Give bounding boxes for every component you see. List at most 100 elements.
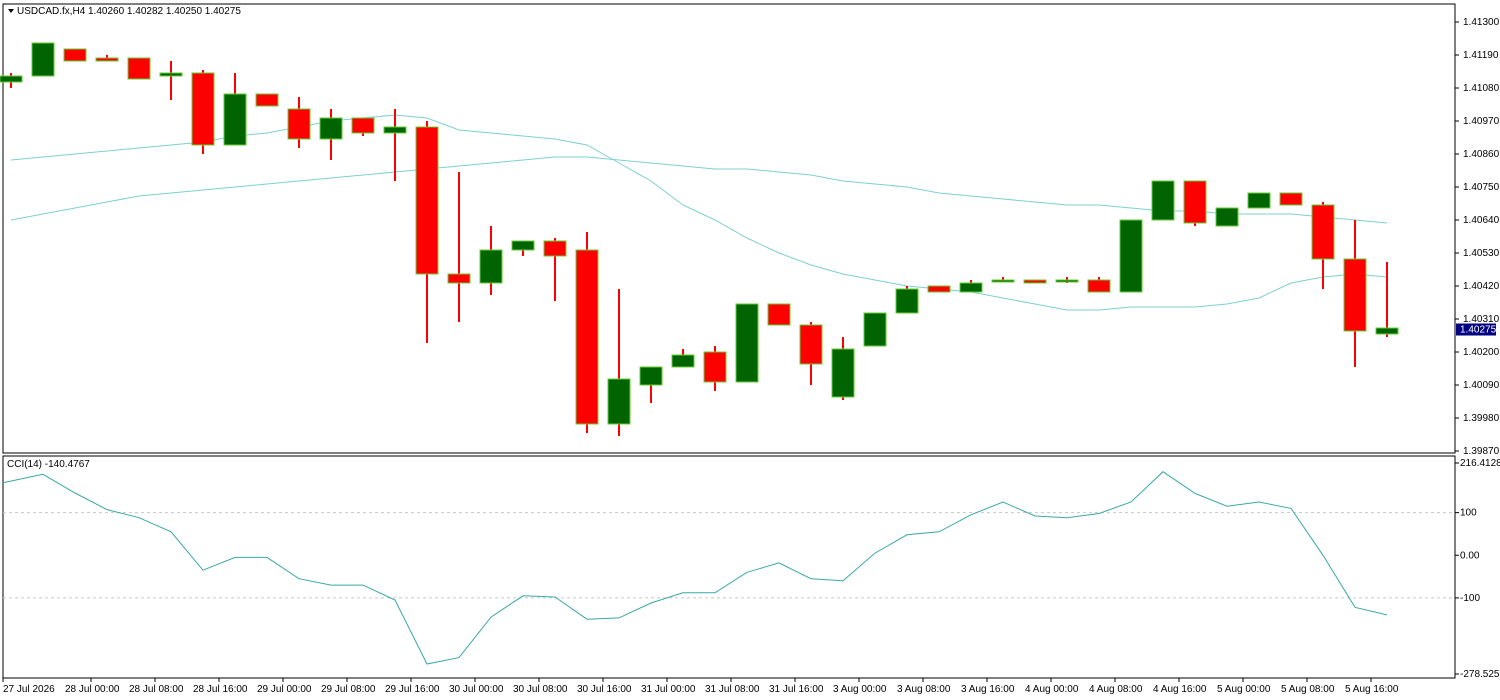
candle-body — [575, 249, 599, 425]
candle — [1311, 202, 1335, 289]
time-tick-label: 4 Aug 00:00 — [1025, 684, 1079, 695]
time-tick-label: 5 Aug 00:00 — [1217, 684, 1271, 695]
candle-body — [127, 57, 151, 80]
time-tick-label: 27 Jul 2026 — [3, 684, 55, 695]
candle-body — [831, 348, 855, 398]
price-tick-label: 1.40750 — [1463, 182, 1500, 193]
candle-body — [735, 303, 759, 383]
candle — [735, 303, 759, 383]
candle — [863, 312, 887, 347]
cci-pane[interactable]: CCI(14) -140.4767 — [2, 455, 1456, 679]
candle — [191, 70, 215, 154]
time-tick-label: 31 Jul 16:00 — [769, 684, 824, 695]
time-tick-label: 31 Jul 00:00 — [641, 684, 696, 695]
time-tick-label: 29 Jul 00:00 — [257, 684, 312, 695]
candle-body — [63, 48, 87, 62]
candle-body — [543, 240, 567, 257]
candle-body — [191, 72, 215, 146]
candle — [767, 303, 791, 326]
candle-body — [1183, 180, 1207, 224]
price-pane[interactable]: USDCAD.fx,H4 1.40260 1.40282 1.40250 1.4… — [0, 3, 1456, 454]
candle — [319, 109, 343, 160]
candle — [159, 61, 183, 100]
ohlc-label: 1.40260 1.40282 1.40250 1.40275 — [88, 6, 241, 17]
cci-tick-label: 216.4128 — [1460, 458, 1500, 469]
candle — [479, 226, 503, 295]
candle — [223, 73, 247, 146]
candle — [31, 42, 55, 77]
candle — [1119, 219, 1143, 293]
price-tick-label: 1.40200 — [1463, 347, 1500, 358]
collapse-triangle-icon[interactable] — [8, 9, 14, 13]
candle — [255, 93, 279, 107]
time-tick-label: 30 Jul 16:00 — [577, 684, 632, 695]
candle-body — [159, 72, 183, 77]
candle — [575, 232, 599, 433]
candle — [799, 322, 823, 385]
time-tick-label: 3 Aug 16:00 — [961, 684, 1015, 695]
candle-body — [1311, 204, 1335, 260]
candle — [991, 277, 1015, 283]
candle — [95, 55, 119, 62]
time-tick-label: 4 Aug 08:00 — [1089, 684, 1143, 695]
time-tick-label: 5 Aug 08:00 — [1281, 684, 1335, 695]
time-tick-label: 28 Jul 08:00 — [129, 684, 184, 695]
candle — [959, 280, 983, 293]
candle-body — [991, 279, 1015, 283]
time-tick-label: 4 Aug 16:00 — [1153, 684, 1207, 695]
price-axis: 1.41300 1.41190 1.41080 1.40970 1.40860 1.407… — [1455, 17, 1500, 457]
candle-body — [0, 75, 23, 83]
candle-body — [223, 93, 247, 146]
candle — [63, 48, 87, 62]
time-tick-label: 3 Aug 08:00 — [897, 684, 951, 695]
price-tick-label: 1.40090 — [1463, 380, 1500, 391]
candle-body — [255, 93, 279, 107]
candle — [415, 121, 439, 343]
candle — [927, 285, 951, 293]
candle-body — [1247, 192, 1271, 209]
candle-body — [319, 117, 343, 140]
candle — [703, 346, 727, 391]
candle-body — [447, 273, 471, 284]
candle — [607, 289, 631, 436]
candle-body — [703, 351, 727, 383]
candle-body — [671, 354, 695, 368]
cci-levels — [3, 512, 1455, 599]
current-price-badge — [1456, 323, 1496, 336]
price-pane-frame — [2, 3, 1456, 454]
candle — [0, 73, 23, 88]
price-tick-label: 1.39870 — [1463, 446, 1500, 457]
candle-body — [799, 324, 823, 365]
candle-body — [351, 117, 375, 134]
price-tick-label: 1.41300 — [1463, 17, 1500, 28]
candle-body — [1087, 279, 1111, 293]
candle-body — [1023, 279, 1047, 284]
candle — [1183, 180, 1207, 226]
candle — [127, 57, 151, 80]
candle — [1087, 277, 1111, 293]
candle — [511, 240, 535, 256]
candle-body — [1343, 258, 1367, 332]
candle — [831, 337, 855, 400]
time-tick-label: 29 Jul 16:00 — [385, 684, 440, 695]
cci-series-line — [2, 471, 1388, 665]
candle — [383, 109, 407, 181]
candle-body — [479, 249, 503, 284]
time-tick-label: 31 Jul 08:00 — [705, 684, 760, 695]
candle — [1055, 277, 1079, 283]
cci-line — [2, 471, 1388, 665]
time-tick-label: 3 Aug 00:00 — [833, 684, 887, 695]
cci-axis: 216.4128 100 0.00 -100 -278.5256 — [1455, 458, 1500, 680]
current-price-label: 1.40275 — [1460, 325, 1497, 336]
candle — [1279, 192, 1303, 206]
candle-body — [639, 366, 663, 386]
candle-body — [895, 288, 919, 314]
cci-tick-label: -278.5256 — [1460, 669, 1500, 680]
time-axis: 27 Jul 2026 28 Jul 00:00 28 Jul 08:00 28 Ju… — [2, 678, 1399, 695]
candle-body — [1279, 192, 1303, 206]
candle — [1215, 207, 1239, 227]
candles — [0, 42, 1399, 436]
candle-body — [767, 303, 791, 326]
time-tick-label: 30 Jul 08:00 — [513, 684, 568, 695]
